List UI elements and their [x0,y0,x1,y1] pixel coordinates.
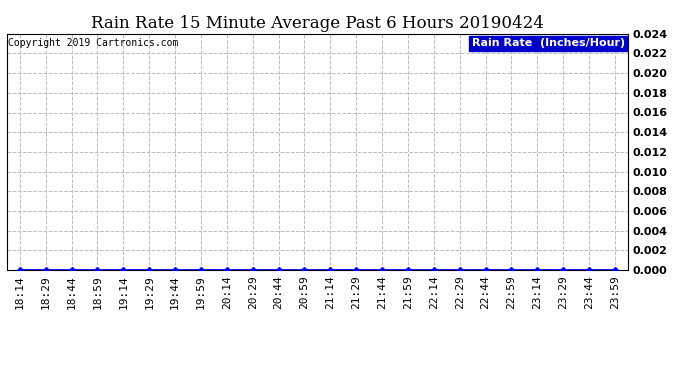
Text: Copyright 2019 Cartronics.com: Copyright 2019 Cartronics.com [8,39,179,48]
Text: Rain Rate  (Inches/Hour): Rain Rate (Inches/Hour) [472,39,625,48]
Title: Rain Rate 15 Minute Average Past 6 Hours 20190424: Rain Rate 15 Minute Average Past 6 Hours… [91,15,544,32]
